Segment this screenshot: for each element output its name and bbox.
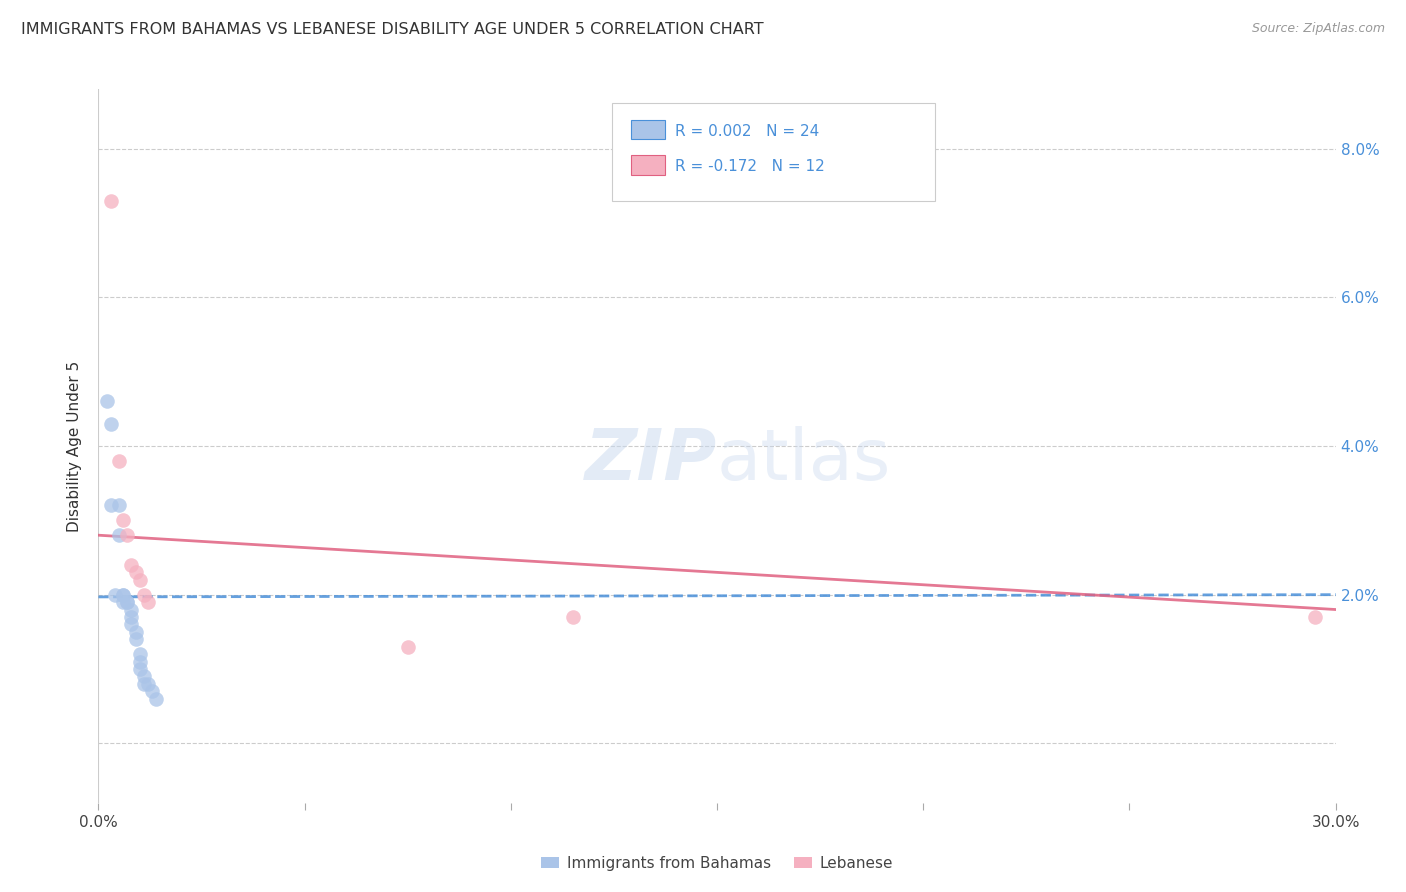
Text: R = -0.172   N = 12: R = -0.172 N = 12 bbox=[675, 160, 825, 174]
Point bbox=[132, 669, 155, 683]
Point bbox=[120, 617, 142, 632]
Point bbox=[100, 417, 122, 431]
Point bbox=[120, 602, 142, 616]
Point bbox=[117, 595, 139, 609]
Point bbox=[120, 558, 142, 572]
Point bbox=[112, 513, 135, 527]
Point bbox=[117, 595, 139, 609]
Point bbox=[128, 647, 150, 661]
Point bbox=[124, 566, 146, 580]
Point bbox=[96, 394, 118, 409]
Point bbox=[128, 573, 150, 587]
Text: atlas: atlas bbox=[717, 425, 891, 495]
Point bbox=[112, 595, 135, 609]
Legend: Immigrants from Bahamas, Lebanese: Immigrants from Bahamas, Lebanese bbox=[534, 850, 900, 877]
Point bbox=[136, 677, 159, 691]
Point bbox=[108, 454, 131, 468]
Point bbox=[112, 588, 135, 602]
Point bbox=[117, 528, 139, 542]
Point bbox=[136, 595, 159, 609]
Point bbox=[112, 588, 135, 602]
Point bbox=[132, 677, 155, 691]
Point bbox=[100, 499, 122, 513]
Point bbox=[145, 691, 167, 706]
Y-axis label: Disability Age Under 5: Disability Age Under 5 bbox=[67, 360, 83, 532]
Point bbox=[561, 610, 583, 624]
Text: ZIP: ZIP bbox=[585, 425, 717, 495]
Point bbox=[108, 499, 131, 513]
Point bbox=[124, 632, 146, 647]
Point bbox=[120, 610, 142, 624]
Text: IMMIGRANTS FROM BAHAMAS VS LEBANESE DISABILITY AGE UNDER 5 CORRELATION CHART: IMMIGRANTS FROM BAHAMAS VS LEBANESE DISA… bbox=[21, 22, 763, 37]
Text: R = 0.002   N = 24: R = 0.002 N = 24 bbox=[675, 124, 820, 138]
Text: Source: ZipAtlas.com: Source: ZipAtlas.com bbox=[1251, 22, 1385, 36]
Point bbox=[104, 588, 127, 602]
Point bbox=[396, 640, 419, 654]
Point bbox=[1303, 610, 1326, 624]
Point bbox=[132, 588, 155, 602]
Point bbox=[108, 528, 131, 542]
Point bbox=[128, 662, 150, 676]
Point bbox=[100, 194, 122, 208]
Point bbox=[124, 624, 146, 639]
Point bbox=[128, 655, 150, 669]
Point bbox=[141, 684, 163, 698]
